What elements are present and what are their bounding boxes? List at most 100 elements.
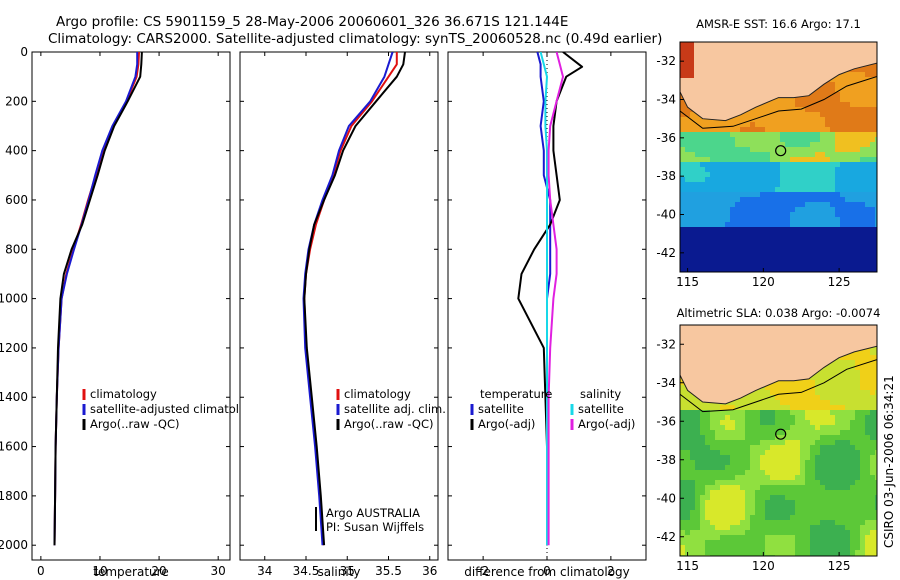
map-cell bbox=[810, 435, 816, 441]
map-cell bbox=[805, 212, 811, 218]
map-cell bbox=[705, 177, 711, 183]
map-cell bbox=[825, 520, 831, 526]
map-cell bbox=[810, 122, 816, 128]
map-cell bbox=[870, 97, 876, 103]
map-cell bbox=[875, 550, 877, 556]
map-cell bbox=[745, 167, 751, 173]
map-cell bbox=[720, 242, 726, 248]
map-cell bbox=[815, 395, 821, 401]
map-cell bbox=[775, 207, 781, 213]
map-cell bbox=[800, 530, 806, 536]
map-cell bbox=[730, 545, 736, 551]
map-cell bbox=[745, 142, 751, 148]
map-cell bbox=[685, 410, 691, 416]
map-cell bbox=[830, 500, 836, 506]
map-cell bbox=[795, 187, 801, 193]
map-cell bbox=[725, 480, 731, 486]
map-cell bbox=[790, 410, 796, 416]
map-cell bbox=[830, 540, 836, 546]
map-cell bbox=[865, 242, 871, 248]
map-cell bbox=[805, 147, 811, 153]
map-cell bbox=[785, 485, 791, 491]
map-cell bbox=[820, 370, 826, 376]
map-cell bbox=[735, 157, 741, 163]
map-cell bbox=[825, 222, 831, 228]
map-cell bbox=[825, 182, 831, 188]
map-cell bbox=[820, 267, 826, 272]
map-cell bbox=[760, 267, 766, 272]
map-cell bbox=[820, 192, 826, 198]
map-cell bbox=[690, 147, 696, 153]
map-cell bbox=[860, 72, 866, 78]
map-cell bbox=[860, 207, 866, 213]
map-cell bbox=[865, 530, 871, 536]
map-cell bbox=[785, 97, 791, 103]
map-cell bbox=[850, 500, 856, 506]
map-cell bbox=[685, 475, 691, 481]
map-cell bbox=[845, 475, 851, 481]
map-cell bbox=[780, 102, 786, 108]
map-cell bbox=[685, 182, 691, 188]
map-cell bbox=[820, 400, 826, 406]
map-cell bbox=[830, 257, 836, 263]
x-tick-label: 20 bbox=[151, 564, 166, 578]
map-cell bbox=[805, 97, 811, 103]
map-cell bbox=[740, 137, 746, 143]
map-cell bbox=[875, 107, 877, 113]
map-cell bbox=[705, 157, 711, 163]
map-cell bbox=[810, 480, 816, 486]
map-cell bbox=[685, 485, 691, 491]
map-cell bbox=[695, 237, 701, 243]
map-cell bbox=[870, 177, 876, 183]
map-cell bbox=[770, 445, 776, 451]
map-cell bbox=[815, 375, 821, 381]
map-cell bbox=[690, 465, 696, 471]
map-cell bbox=[705, 485, 711, 491]
map-cell bbox=[840, 252, 846, 258]
map-cell bbox=[830, 530, 836, 536]
map-cell bbox=[775, 420, 781, 426]
map-cell bbox=[860, 177, 866, 183]
map-cell bbox=[695, 400, 701, 406]
map-cell bbox=[790, 167, 796, 173]
map-cell bbox=[835, 500, 841, 506]
map-cell bbox=[815, 400, 821, 406]
x-tick-label: 36 bbox=[422, 564, 437, 578]
map-cell bbox=[805, 490, 811, 496]
map-cell bbox=[850, 212, 856, 218]
map-cell bbox=[865, 370, 871, 376]
map-cell bbox=[815, 242, 821, 248]
map-cell bbox=[765, 545, 771, 551]
map-cell bbox=[730, 510, 736, 516]
map-cell bbox=[730, 520, 736, 526]
map-cell bbox=[870, 405, 876, 411]
map-cell bbox=[680, 465, 686, 471]
map-cell bbox=[770, 187, 776, 193]
map-cell bbox=[800, 157, 806, 163]
map-cell bbox=[845, 167, 851, 173]
map-cell bbox=[795, 495, 801, 501]
map-cell bbox=[795, 227, 801, 233]
map-cell bbox=[875, 420, 877, 426]
map-cell bbox=[710, 237, 716, 243]
map-cell bbox=[860, 67, 866, 73]
map-cell bbox=[865, 87, 871, 93]
map-cell bbox=[745, 127, 751, 133]
map-cell bbox=[685, 217, 691, 223]
map-cell bbox=[850, 480, 856, 486]
map-cell bbox=[780, 390, 786, 396]
map-cell bbox=[710, 420, 716, 426]
map-cell bbox=[770, 495, 776, 501]
map-cell bbox=[865, 152, 871, 158]
map-cell bbox=[695, 142, 701, 148]
map-cell bbox=[875, 67, 877, 73]
map-cell bbox=[860, 530, 866, 536]
map-cell bbox=[790, 535, 796, 541]
map-cell bbox=[730, 420, 736, 426]
map-cell bbox=[715, 520, 721, 526]
map-cell bbox=[745, 172, 751, 178]
map-cell bbox=[680, 385, 686, 391]
map-cell bbox=[685, 252, 691, 258]
map-cell bbox=[750, 495, 756, 501]
map-cell bbox=[725, 500, 731, 506]
